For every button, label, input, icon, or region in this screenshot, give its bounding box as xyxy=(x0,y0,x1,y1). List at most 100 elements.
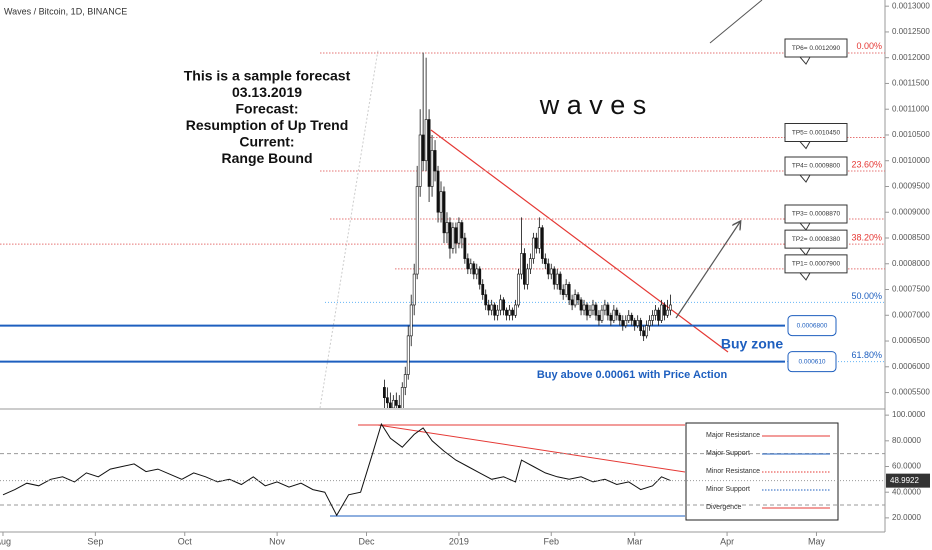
candle-body xyxy=(627,314,631,321)
candle-body xyxy=(534,237,538,249)
forecast-text: Current: xyxy=(239,134,294,150)
candle-body xyxy=(415,186,419,275)
legend-label: Divergence xyxy=(706,504,742,511)
target-box xyxy=(784,254,848,281)
candle-body xyxy=(594,304,598,316)
candle-body xyxy=(418,134,422,187)
target-label: TP1= 0.0007900 xyxy=(792,261,841,268)
candle-body xyxy=(567,284,571,301)
candles xyxy=(382,52,672,408)
candle-body xyxy=(487,304,491,311)
y-tick-label: 0.0007000 xyxy=(892,310,930,319)
candle-body xyxy=(526,268,529,285)
candle-body xyxy=(603,304,607,311)
candle-body xyxy=(612,309,616,321)
candle-body xyxy=(406,335,410,375)
target-label: TP2= 0.0008380 xyxy=(792,236,841,243)
y-tick-label: 60.0000 xyxy=(892,462,921,471)
candle-body xyxy=(448,222,452,249)
candle-body xyxy=(669,304,672,311)
candle-body xyxy=(481,284,485,295)
y-tick-label: 20.0000 xyxy=(892,513,921,522)
forecast-text: Resumption of Up Trend xyxy=(186,117,349,133)
candle-body xyxy=(621,320,625,326)
target-box xyxy=(784,38,848,65)
candle-body xyxy=(645,325,649,337)
candle-body xyxy=(529,258,532,270)
forecast-text: Forecast: xyxy=(235,101,298,117)
forecast-text: 03.13.2019 xyxy=(232,84,302,100)
candle-body xyxy=(537,227,541,249)
candle-body xyxy=(493,304,497,316)
candle-body xyxy=(394,399,398,406)
y-tick-label: 0.0008500 xyxy=(892,233,930,242)
candle-body xyxy=(463,237,467,259)
candle-body xyxy=(606,304,610,316)
y-tick-label: 80.0000 xyxy=(892,436,921,445)
candle-body xyxy=(600,309,604,321)
candle-body xyxy=(397,405,401,408)
fib-label: 61.80% xyxy=(851,350,882,360)
candle-body xyxy=(570,299,574,306)
candle-body xyxy=(505,309,508,316)
y-tick-label: 0.0006500 xyxy=(892,336,930,345)
candle-body xyxy=(666,309,669,316)
candle-body xyxy=(639,320,643,332)
candle-body xyxy=(502,299,505,311)
x-tick-label: May xyxy=(808,536,826,546)
candle-body xyxy=(558,273,562,290)
forecast-arrow xyxy=(709,0,763,44)
candle-body xyxy=(657,309,660,321)
candle-body xyxy=(552,268,556,285)
candle-body xyxy=(588,309,592,316)
candle-body xyxy=(382,387,386,398)
candle-body xyxy=(496,309,500,316)
candle-body xyxy=(442,191,446,234)
candle-body xyxy=(427,119,431,187)
y-tick-label: 0.0007500 xyxy=(892,285,930,294)
candle-body xyxy=(609,314,613,321)
candle-body xyxy=(663,304,666,316)
candle-body xyxy=(540,227,544,259)
candle-body xyxy=(421,134,425,162)
candle-body xyxy=(555,273,559,285)
fib-label: 50.00% xyxy=(851,291,882,301)
candle-body xyxy=(433,150,437,172)
zone-label: Buy zone xyxy=(721,336,783,352)
target-label: TP4= 0.0009800 xyxy=(792,163,841,170)
y-tick-label: 0.0009500 xyxy=(892,182,930,191)
y-tick-label: 0.0011500 xyxy=(892,79,930,88)
candle-body xyxy=(549,268,553,275)
channel-line xyxy=(319,49,379,409)
candle-body xyxy=(642,330,646,337)
y-tick-label: 0.0013000 xyxy=(892,1,930,10)
x-tick-label: Dec xyxy=(359,536,376,546)
fib-label: 0.00% xyxy=(856,41,882,51)
candle-body xyxy=(561,289,565,295)
forecast-text: This is a sample forecast xyxy=(184,68,351,84)
candle-body xyxy=(511,309,514,316)
y-tick-label: 0.0010500 xyxy=(892,130,930,139)
x-tick-label: Nov xyxy=(269,536,286,546)
candle-body xyxy=(499,299,503,311)
legend-label: Major Resistance xyxy=(706,432,760,439)
candle-body xyxy=(385,397,389,404)
rsi-line xyxy=(2,422,671,517)
candle-body xyxy=(454,227,458,244)
candle-body xyxy=(400,387,404,408)
x-tick-label: Mar xyxy=(627,536,643,546)
candle-body xyxy=(618,314,622,321)
y-tick-label: 0.0009000 xyxy=(892,207,930,216)
candle-body xyxy=(451,227,455,249)
candle-body xyxy=(654,309,657,316)
legend-label: Minor Support xyxy=(706,486,750,493)
candle-body xyxy=(409,304,413,337)
y-tick-label: 0.0011000 xyxy=(892,104,930,113)
candle-body xyxy=(543,258,547,265)
candle-body xyxy=(564,284,568,295)
candle-body xyxy=(520,253,523,275)
candle-body xyxy=(514,304,517,316)
legend-label: Major Support xyxy=(706,450,750,457)
candle-body xyxy=(484,294,488,306)
